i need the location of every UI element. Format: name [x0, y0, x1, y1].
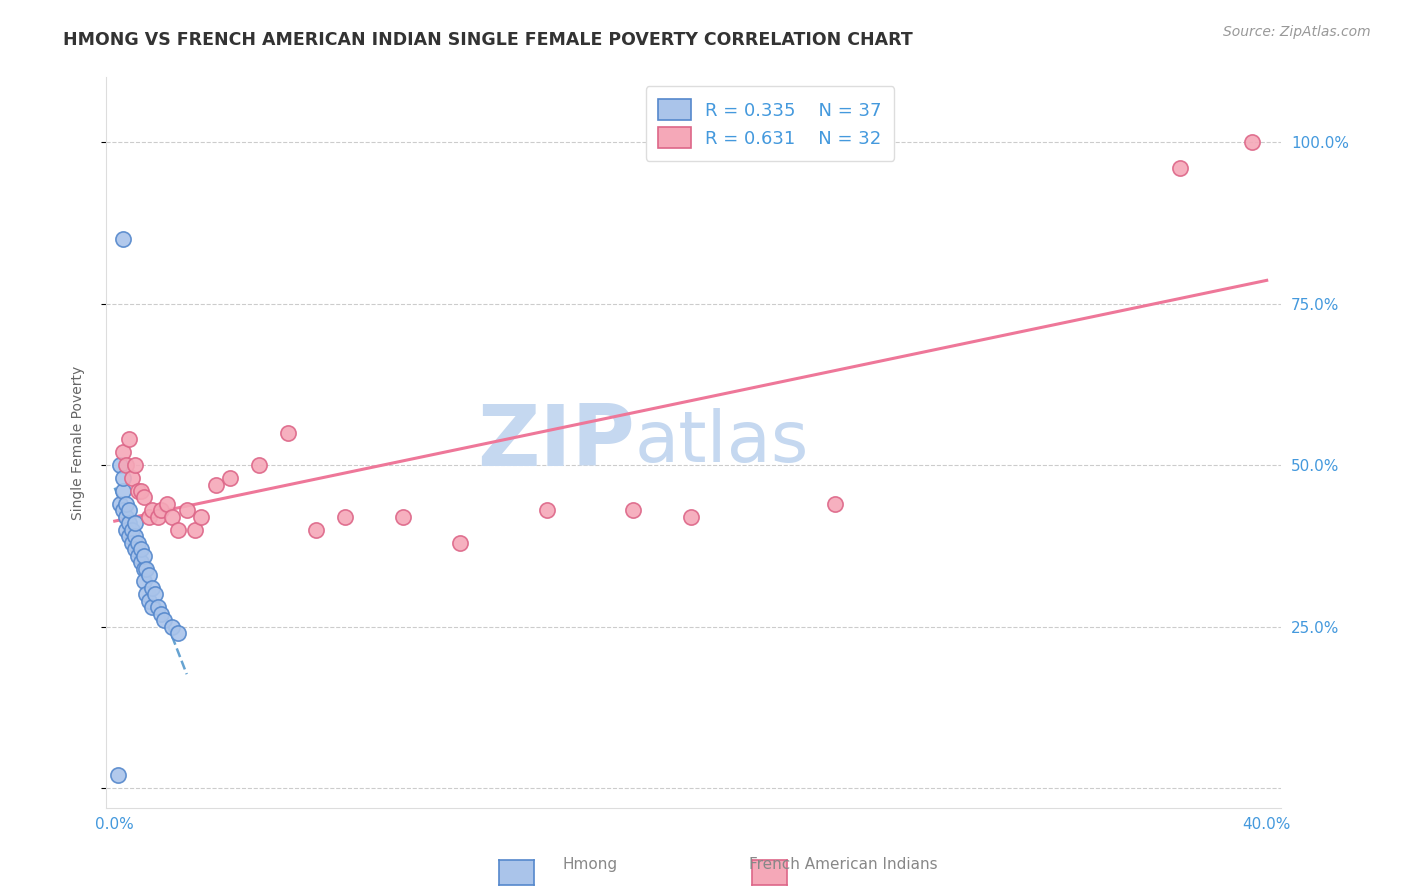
- Point: [118, 516, 141, 531]
- Point: [247, 458, 270, 472]
- Point: [146, 509, 169, 524]
- Point: [219, 471, 242, 485]
- Point: [149, 503, 172, 517]
- Point: [621, 503, 644, 517]
- Point: [141, 581, 163, 595]
- Point: [305, 523, 328, 537]
- Point: [536, 503, 558, 517]
- Legend: R = 0.335    N = 37, R = 0.631    N = 32: R = 0.335 N = 37, R = 0.631 N = 32: [645, 87, 894, 161]
- Text: Hmong: Hmong: [562, 857, 619, 872]
- Point: [155, 497, 177, 511]
- Point: [129, 483, 152, 498]
- Point: [115, 523, 138, 537]
- Point: [167, 523, 190, 537]
- Point: [121, 523, 143, 537]
- Point: [112, 483, 135, 498]
- Text: French American Indians: French American Indians: [749, 857, 938, 872]
- Point: [276, 425, 298, 440]
- Point: [124, 542, 146, 557]
- Point: [107, 768, 129, 782]
- Point: [118, 529, 141, 543]
- Point: [449, 535, 471, 549]
- Point: [132, 574, 155, 589]
- Point: [112, 471, 135, 485]
- Point: [124, 458, 146, 472]
- Point: [152, 613, 174, 627]
- Point: [129, 555, 152, 569]
- Point: [129, 542, 152, 557]
- Point: [333, 509, 356, 524]
- Point: [115, 509, 138, 524]
- Text: atlas: atlas: [636, 408, 810, 477]
- Point: [124, 516, 146, 531]
- Point: [204, 477, 226, 491]
- Point: [112, 445, 135, 459]
- Point: [162, 620, 184, 634]
- Point: [132, 561, 155, 575]
- Point: [121, 471, 143, 485]
- Point: [121, 535, 143, 549]
- Point: [167, 626, 190, 640]
- Point: [1241, 135, 1264, 149]
- Point: [824, 497, 846, 511]
- Point: [132, 549, 155, 563]
- Point: [112, 232, 135, 246]
- Text: Source: ZipAtlas.com: Source: ZipAtlas.com: [1223, 25, 1371, 39]
- Point: [1168, 161, 1191, 175]
- Point: [110, 497, 132, 511]
- Point: [135, 587, 157, 601]
- Point: [127, 549, 149, 563]
- Point: [124, 529, 146, 543]
- Point: [127, 535, 149, 549]
- Point: [138, 594, 160, 608]
- Point: [118, 503, 141, 517]
- Point: [162, 509, 184, 524]
- Point: [135, 561, 157, 575]
- Point: [176, 503, 198, 517]
- Point: [110, 458, 132, 472]
- Point: [112, 503, 135, 517]
- Y-axis label: Single Female Poverty: Single Female Poverty: [72, 366, 86, 520]
- Point: [149, 607, 172, 621]
- Point: [138, 568, 160, 582]
- Point: [115, 497, 138, 511]
- Point: [679, 509, 702, 524]
- Point: [184, 523, 207, 537]
- Point: [118, 433, 141, 447]
- Text: HMONG VS FRENCH AMERICAN INDIAN SINGLE FEMALE POVERTY CORRELATION CHART: HMONG VS FRENCH AMERICAN INDIAN SINGLE F…: [63, 31, 912, 49]
- Point: [138, 509, 160, 524]
- Point: [127, 483, 149, 498]
- Point: [146, 600, 169, 615]
- Text: ZIP: ZIP: [477, 401, 636, 484]
- Point: [141, 503, 163, 517]
- Point: [143, 587, 166, 601]
- Point: [391, 509, 413, 524]
- Point: [190, 509, 212, 524]
- Point: [132, 491, 155, 505]
- Point: [115, 458, 138, 472]
- Point: [141, 600, 163, 615]
